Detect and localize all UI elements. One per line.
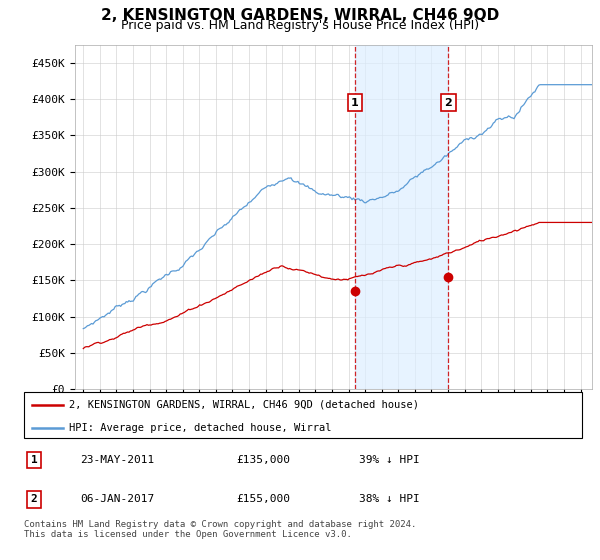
- Text: 38% ↓ HPI: 38% ↓ HPI: [359, 494, 419, 505]
- Text: Price paid vs. HM Land Registry's House Price Index (HPI): Price paid vs. HM Land Registry's House …: [121, 19, 479, 32]
- Text: 2, KENSINGTON GARDENS, WIRRAL, CH46 9QD: 2, KENSINGTON GARDENS, WIRRAL, CH46 9QD: [101, 8, 499, 23]
- Text: 2: 2: [445, 98, 452, 108]
- FancyBboxPatch shape: [24, 392, 582, 438]
- Bar: [355, 45, 448, 389]
- Text: 39% ↓ HPI: 39% ↓ HPI: [359, 455, 419, 465]
- Text: 06-JAN-2017: 06-JAN-2017: [80, 494, 154, 505]
- Text: HPI: Average price, detached house, Wirral: HPI: Average price, detached house, Wirr…: [68, 423, 331, 433]
- Text: £135,000: £135,000: [236, 455, 290, 465]
- Text: 2, KENSINGTON GARDENS, WIRRAL, CH46 9QD (detached house): 2, KENSINGTON GARDENS, WIRRAL, CH46 9QD …: [68, 400, 419, 410]
- Text: 2: 2: [31, 494, 37, 505]
- Text: Contains HM Land Registry data © Crown copyright and database right 2024.
This d: Contains HM Land Registry data © Crown c…: [24, 520, 416, 539]
- Text: 1: 1: [351, 98, 359, 108]
- Text: 1: 1: [31, 455, 37, 465]
- Text: £155,000: £155,000: [236, 494, 290, 505]
- Text: 23-MAY-2011: 23-MAY-2011: [80, 455, 154, 465]
